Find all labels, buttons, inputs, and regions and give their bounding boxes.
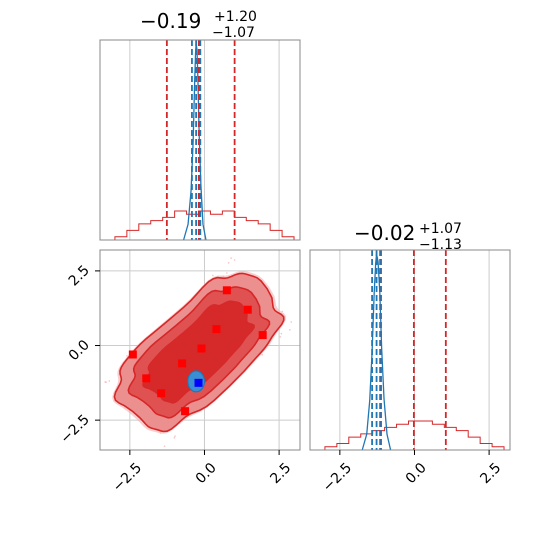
p3-xtick-label-0: −2.5 [320,460,355,495]
title-1-minus: −1.07 [212,25,255,41]
title-1-plus: +1.20 [214,9,257,25]
joint-panel: −2.5 0.0 2.5 −2.5 0.0 2.5 [57,249,301,495]
p2-sample-point [105,381,107,383]
p3-frame [309,249,511,451]
p2-sample-point [226,272,228,274]
title-param-1: −0.19 +1.20 −1.07 [140,9,257,41]
p2-red-marker-4 [197,344,206,353]
p2-sample-point [290,321,293,323]
title-1-median: −0.19 [140,9,201,33]
p2-sample-point [261,353,264,356]
p3-xtick-label-2: 2.5 [477,460,504,487]
p2-sample-point [233,259,236,261]
p2-red-marker-8 [157,389,166,398]
p2-xtick-label-1: 0.0 [193,460,220,487]
p3-xtick-label-1: 0.0 [403,460,430,487]
p2-sample-point [281,310,284,313]
p2-ytick-label-1: 0.0 [66,337,93,364]
p2-sample-point [212,274,214,277]
p2-sample-point [227,262,230,264]
p2-sample-point [280,332,283,335]
p2-ytick-label-2: 2.5 [66,262,93,289]
p2-ytick-label-0: −2.5 [57,412,92,447]
p2-red-marker-5 [128,350,137,359]
p2-red-marker-6 [178,359,187,368]
p2-red-marker-7 [142,374,151,383]
p2-sample-point [108,380,111,382]
p2-sample-point [163,445,166,447]
p2-sample-point [289,328,291,331]
p1-red-histogram [114,210,295,240]
diagonal-panel-1 [99,39,301,241]
p2-sample-point [230,257,232,259]
title-2-median: −0.02 [354,221,415,245]
title-2-plus: +1.07 [419,221,462,237]
p2-red-marker-3 [212,325,221,334]
diagonal-panel-2: −2.5 0.0 2.5 [309,249,511,495]
p3-red-histogram [324,420,505,450]
p2-blue-marker-0 [194,378,203,387]
title-2-minus: −1.13 [419,237,462,253]
title-param-2: −0.02 +1.07 −1.13 [354,221,462,253]
p2-red-marker-0 [222,286,231,295]
p2-frame [99,249,301,451]
p2-sample-point [173,436,176,439]
p2-red-marker-9 [181,407,190,416]
p2-red-marker-1 [243,305,252,314]
p2-sample-point [279,336,282,338]
p2-xtick-label-0: −2.5 [110,460,145,495]
p2-red-marker-2 [258,331,267,340]
p2-xtick-label-2: 2.5 [267,460,294,487]
p2-sample-point [174,435,176,437]
p1-frame [99,39,301,241]
